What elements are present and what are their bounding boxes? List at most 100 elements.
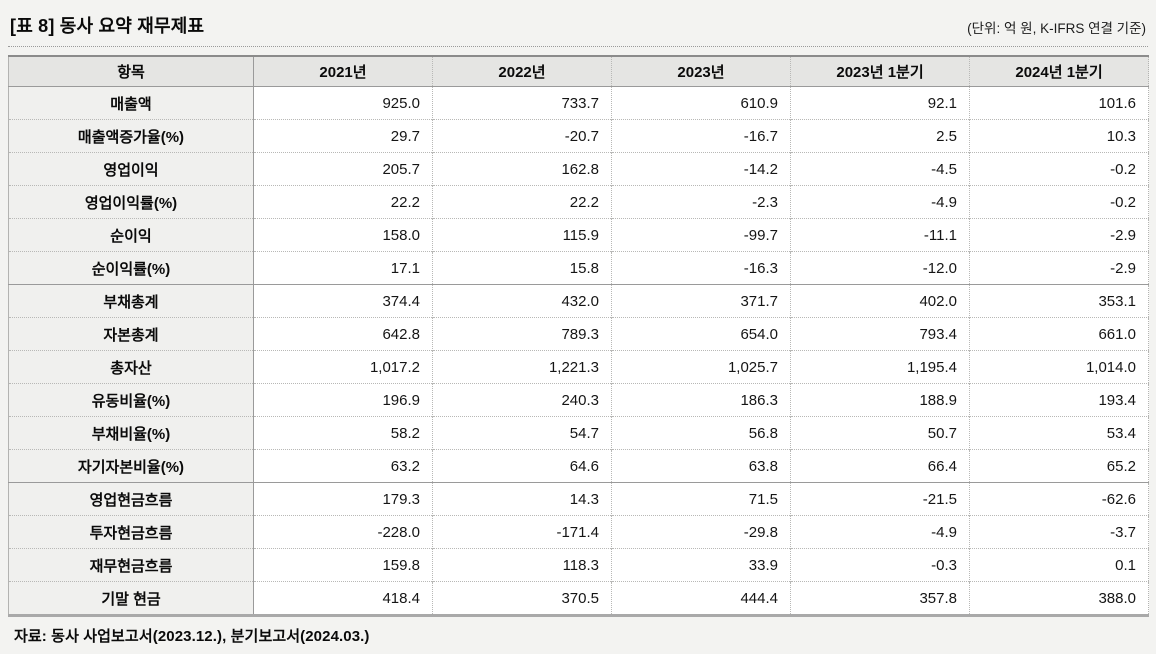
table-body: 매출액 925.0 733.7 610.9 92.1 101.6 매출액증가율(%) 29.7… xyxy=(8,86,1149,616)
col-header-period: 2023년 xyxy=(611,56,791,87)
cell-value: 1,025.7 xyxy=(611,350,791,384)
row-label: 재무현금흐름 xyxy=(8,548,254,582)
cell-value: 642.8 xyxy=(253,317,433,351)
table-row: 영업이익 205.7 162.8 -14.2 -4.5 -0.2 xyxy=(8,152,1149,186)
cell-value: 1,017.2 xyxy=(253,350,433,384)
cell-value: 610.9 xyxy=(611,86,791,120)
row-label: 자본총계 xyxy=(8,317,254,351)
cell-value: 14.3 xyxy=(432,482,612,516)
row-label: 순이익 xyxy=(8,218,254,252)
row-label: 부채총계 xyxy=(8,284,254,318)
row-label: 매출액 xyxy=(8,86,254,120)
cell-value: -0.2 xyxy=(969,152,1149,186)
cell-value: 432.0 xyxy=(432,284,612,318)
cell-value: 402.0 xyxy=(790,284,970,318)
cell-value: 186.3 xyxy=(611,383,791,417)
cell-value: 115.9 xyxy=(432,218,612,252)
cell-value: 159.8 xyxy=(253,548,433,582)
cell-value: 353.1 xyxy=(969,284,1149,318)
cell-value: -14.2 xyxy=(611,152,791,186)
cell-value: 1,221.3 xyxy=(432,350,612,384)
cell-value: 733.7 xyxy=(432,86,612,120)
cell-value: -21.5 xyxy=(790,482,970,516)
row-label: 기말 현금 xyxy=(8,581,254,616)
cell-value: 179.3 xyxy=(253,482,433,516)
cell-value: -16.7 xyxy=(611,119,791,153)
cell-value: -11.1 xyxy=(790,218,970,252)
financial-summary-table: 항목 2021년 2022년 2023년 2023년 1분기 2024년 1분기 매출액 9… xyxy=(8,55,1149,617)
table-row: 자본총계 642.8 789.3 654.0 793.4 661.0 xyxy=(8,317,1149,351)
row-label: 투자현금흐름 xyxy=(8,515,254,549)
col-header-period: 2024년 1분기 xyxy=(969,56,1149,87)
table-header: 항목 2021년 2022년 2023년 2023년 1분기 2024년 1분기 xyxy=(8,56,1149,87)
cell-value: -2.3 xyxy=(611,185,791,219)
cell-value: 22.2 xyxy=(253,185,433,219)
cell-value: 53.4 xyxy=(969,416,1149,450)
cell-value: 370.5 xyxy=(432,581,612,616)
table-row: 순이익 158.0 115.9 -99.7 -11.1 -2.9 xyxy=(8,218,1149,252)
cell-value: -29.8 xyxy=(611,515,791,549)
cell-value: 357.8 xyxy=(790,581,970,616)
table-row: 영업이익률(%) 22.2 22.2 -2.3 -4.9 -0.2 xyxy=(8,185,1149,219)
row-label: 영업이익률(%) xyxy=(8,185,254,219)
row-label: 유동비율(%) xyxy=(8,383,254,417)
title-bar: [표 8] 동사 요약 재무제표 (단위: 억 원, K-IFRS 연결 기준) xyxy=(8,8,1148,47)
cell-value: 22.2 xyxy=(432,185,612,219)
row-label: 부채비율(%) xyxy=(8,416,254,450)
col-header-period: 2021년 xyxy=(253,56,433,87)
table-row: 부채비율(%) 58.2 54.7 56.8 50.7 53.4 xyxy=(8,416,1149,450)
cell-value: 15.8 xyxy=(432,251,612,285)
table-title: [표 8] 동사 요약 재무제표 xyxy=(10,16,205,36)
cell-value: 10.3 xyxy=(969,119,1149,153)
cell-value: 56.8 xyxy=(611,416,791,450)
cell-value: 1,195.4 xyxy=(790,350,970,384)
cell-value: -99.7 xyxy=(611,218,791,252)
cell-value: 29.7 xyxy=(253,119,433,153)
cell-value: -16.3 xyxy=(611,251,791,285)
cell-value: 925.0 xyxy=(253,86,433,120)
cell-value: -0.3 xyxy=(790,548,970,582)
row-label: 총자산 xyxy=(8,350,254,384)
cell-value: 240.3 xyxy=(432,383,612,417)
cell-value: 1,014.0 xyxy=(969,350,1149,384)
financial-table-wrap: 항목 2021년 2022년 2023년 2023년 1분기 2024년 1분기 매출액 9… xyxy=(8,55,1149,617)
cell-value: 374.4 xyxy=(253,284,433,318)
table-row: 순이익률(%) 17.1 15.8 -16.3 -12.0 -2.9 xyxy=(8,251,1149,285)
cell-value: 63.2 xyxy=(253,449,433,483)
cell-value: 17.1 xyxy=(253,251,433,285)
cell-value: -4.5 xyxy=(790,152,970,186)
cell-value: 654.0 xyxy=(611,317,791,351)
cell-value: 101.6 xyxy=(969,86,1149,120)
cell-value: 205.7 xyxy=(253,152,433,186)
cell-value: 444.4 xyxy=(611,581,791,616)
cell-value: 162.8 xyxy=(432,152,612,186)
cell-value: -4.9 xyxy=(790,185,970,219)
cell-value: -2.9 xyxy=(969,251,1149,285)
table-row: 자기자본비율(%) 63.2 64.6 63.8 66.4 65.2 xyxy=(8,449,1149,483)
cell-value: 793.4 xyxy=(790,317,970,351)
cell-value: 196.9 xyxy=(253,383,433,417)
cell-value: 66.4 xyxy=(790,449,970,483)
cell-value: -20.7 xyxy=(432,119,612,153)
unit-note: (단위: 억 원, K-IFRS 연결 기준) xyxy=(967,21,1146,36)
cell-value: 63.8 xyxy=(611,449,791,483)
cell-value: 50.7 xyxy=(790,416,970,450)
cell-value: 193.4 xyxy=(969,383,1149,417)
table-row: 매출액 925.0 733.7 610.9 92.1 101.6 xyxy=(8,86,1149,120)
row-label: 영업이익 xyxy=(8,152,254,186)
cell-value: -228.0 xyxy=(253,515,433,549)
table-header-row: 항목 2021년 2022년 2023년 2023년 1분기 2024년 1분기 xyxy=(8,56,1149,87)
cell-value: 188.9 xyxy=(790,383,970,417)
cell-value: -62.6 xyxy=(969,482,1149,516)
table-row: 부채총계 374.4 432.0 371.7 402.0 353.1 xyxy=(8,284,1149,318)
col-header-item: 항목 xyxy=(8,56,254,87)
cell-value: 64.6 xyxy=(432,449,612,483)
cell-value: 54.7 xyxy=(432,416,612,450)
cell-value: -4.9 xyxy=(790,515,970,549)
table-row: 총자산 1,017.2 1,221.3 1,025.7 1,195.4 1,014.0 xyxy=(8,350,1149,384)
source-note: 자료: 동사 사업보고서(2023.12.), 분기보고서(2024.03.) xyxy=(14,628,370,645)
cell-value: -3.7 xyxy=(969,515,1149,549)
table-row: 재무현금흐름 159.8 118.3 33.9 -0.3 0.1 xyxy=(8,548,1149,582)
cell-value: 2.5 xyxy=(790,119,970,153)
cell-value: 418.4 xyxy=(253,581,433,616)
